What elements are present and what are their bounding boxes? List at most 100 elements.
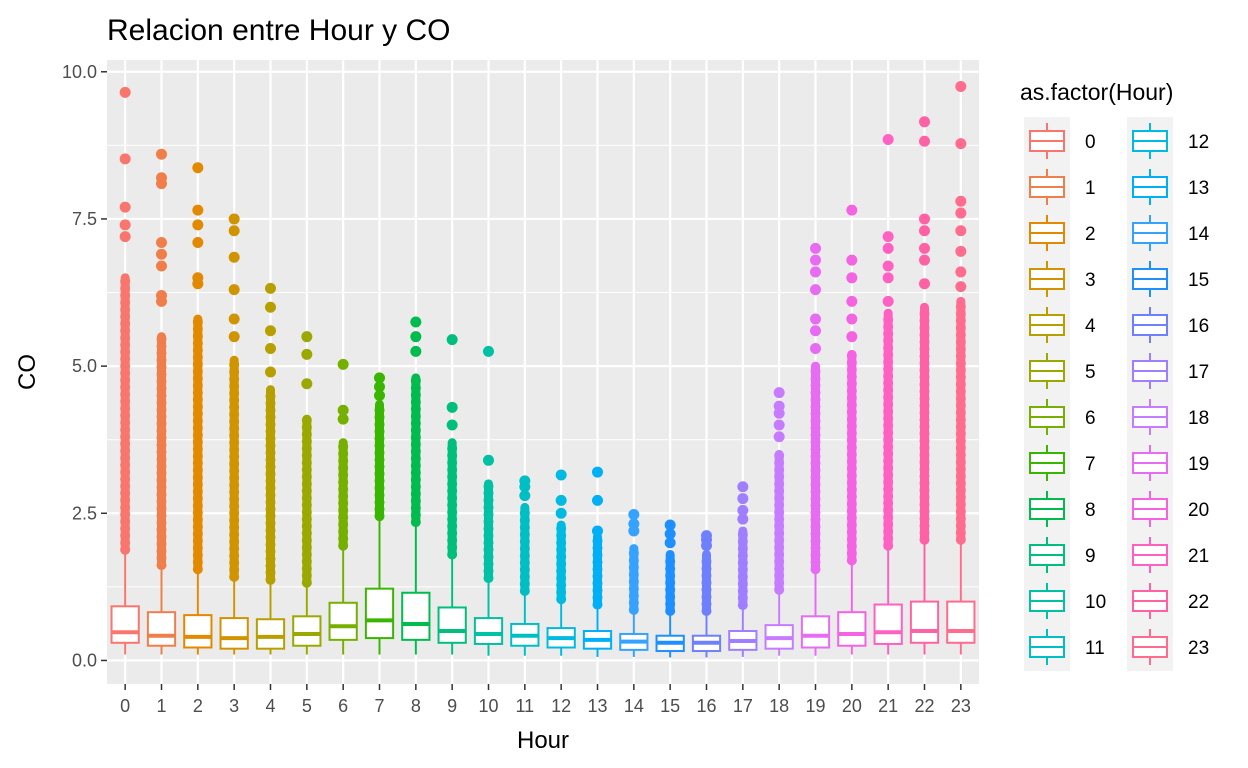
outlier-point	[229, 430, 240, 441]
outlier-point	[882, 272, 894, 284]
outlier-point	[846, 357, 857, 368]
box-group-17	[728, 481, 758, 657]
outlier-point	[955, 450, 966, 461]
outlier-point	[592, 535, 603, 546]
outlier-point	[882, 231, 894, 243]
outlier-point	[883, 335, 894, 346]
outlier-point	[846, 498, 857, 509]
outlier-point	[265, 426, 276, 437]
outlier-point	[919, 278, 930, 290]
outlier-point	[919, 471, 930, 482]
outlier-point	[883, 477, 894, 488]
x-tick-label: 6	[338, 696, 348, 716]
outlier-point	[447, 521, 458, 532]
legend-label: 0	[1085, 132, 1096, 153]
legend-label: 16	[1188, 316, 1209, 337]
outlier-point	[810, 342, 821, 354]
outlier-point	[846, 484, 857, 495]
outlier-point	[810, 550, 821, 561]
legend-item-20: 20	[1132, 491, 1209, 527]
outlier-point	[265, 282, 276, 294]
outlier-point	[192, 219, 204, 231]
outlier-point	[919, 485, 930, 496]
outlier-point	[919, 213, 930, 225]
legend-item-7: 7	[1029, 445, 1096, 481]
outlier-point	[955, 520, 966, 531]
outlier-point	[955, 393, 966, 404]
outlier-point	[192, 324, 203, 335]
outlier-point	[919, 520, 930, 531]
outlier-point	[120, 332, 131, 343]
outlier-point	[192, 331, 203, 342]
outlier-point	[919, 464, 930, 475]
outlier-point	[519, 550, 530, 561]
x-tick-label: 15	[660, 696, 680, 716]
y-tick-label: 10.0	[62, 62, 97, 82]
outlier-point	[774, 485, 785, 496]
x-tick-label: 23	[951, 696, 971, 716]
outlier-point	[192, 486, 203, 497]
outlier-point	[774, 584, 785, 595]
outlier-point	[410, 382, 421, 393]
legend-label: 14	[1188, 224, 1210, 245]
outlier-point	[120, 488, 131, 499]
outlier-point	[156, 390, 167, 401]
box-group-21	[873, 133, 903, 655]
legend-label: 13	[1188, 178, 1209, 199]
x-tick-label: 18	[769, 696, 789, 716]
outlier-point	[301, 429, 312, 440]
outlier-point	[810, 493, 821, 504]
outlier-point	[337, 413, 349, 425]
outlier-point	[120, 361, 131, 372]
outlier-point	[156, 260, 167, 272]
outlier-point	[120, 318, 131, 329]
outlier-point	[737, 529, 748, 540]
x-tick-label: 1	[156, 696, 166, 716]
outlier-point	[156, 560, 167, 571]
outlier-point	[846, 463, 857, 474]
outlier-point	[410, 467, 421, 478]
outlier-point	[156, 341, 167, 352]
outlier-point	[410, 453, 421, 464]
outlier-point	[192, 543, 203, 554]
outlier-point	[628, 518, 640, 530]
outlier-point	[810, 521, 821, 532]
outlier-point	[447, 535, 458, 546]
outlier-point	[120, 403, 131, 414]
outlier-point	[846, 527, 857, 538]
outlier-point	[628, 604, 639, 615]
outlier-point	[410, 474, 421, 485]
outlier-point	[192, 359, 203, 370]
box-group-3	[219, 213, 249, 655]
outlier-point	[338, 477, 349, 488]
outlier-point	[883, 427, 894, 438]
outlier-point	[883, 505, 894, 516]
outlier-point	[192, 451, 203, 462]
outlier-point	[156, 236, 167, 248]
outlier-point	[628, 555, 639, 566]
outlier-point	[556, 558, 567, 569]
outlier-point	[265, 412, 276, 423]
outlier-point	[592, 466, 603, 478]
box-iqr	[800, 615, 831, 649]
outlier-point	[120, 297, 131, 308]
outlier-point	[447, 500, 458, 511]
outlier-point	[955, 464, 966, 475]
box-iqr	[873, 603, 903, 645]
outlier-point	[229, 437, 240, 448]
outlier-point	[810, 366, 821, 377]
outlier-point	[265, 447, 276, 458]
outlier-point	[156, 517, 167, 528]
outlier-point	[955, 478, 966, 489]
outlier-point	[955, 322, 966, 333]
box-iqr	[437, 606, 467, 644]
outlier-point	[120, 502, 131, 513]
outlier-point	[483, 558, 494, 569]
outlier-point	[156, 248, 167, 260]
box-group-14	[619, 508, 649, 657]
outlier-point	[883, 512, 894, 523]
outlier-point	[447, 478, 458, 489]
outlier-point	[229, 550, 240, 561]
legend-label: 4	[1085, 316, 1096, 337]
